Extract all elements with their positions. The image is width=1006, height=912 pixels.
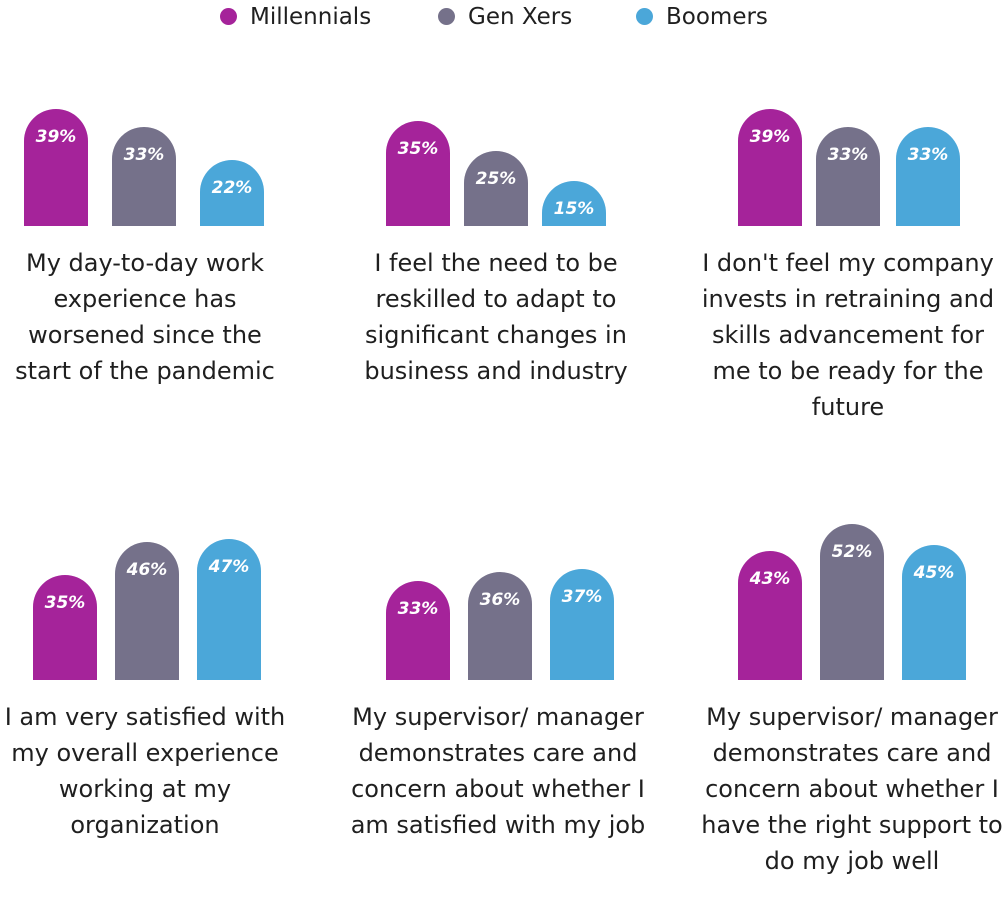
bar-millennials	[738, 551, 802, 680]
legend-swatch-millennials	[220, 8, 237, 25]
bar-value-label: 36%	[479, 590, 521, 610]
legend-label-boomers: Boomers	[666, 4, 768, 30]
bar-value-label: 37%	[561, 587, 603, 607]
bar-boomers	[200, 160, 264, 226]
chart-caption: My day-to-day work experience has worsen…	[15, 249, 275, 385]
chart-caption: I am very satisfied with my overall expe…	[4, 703, 286, 839]
chart-caption: My supervisor/ manager demonstrates care…	[350, 703, 646, 839]
bar-millennials	[386, 121, 450, 226]
bar-value-label: 43%	[749, 569, 791, 589]
bar-value-label: 35%	[44, 593, 86, 613]
bar-millennials	[386, 581, 450, 680]
chart-caption: I feel the need to be reskilled to adapt…	[364, 249, 628, 385]
bar-value-label: 15%	[553, 199, 595, 219]
bar-boomers	[902, 545, 966, 680]
bar-value-label: 33%	[123, 145, 165, 165]
bar-millennials	[33, 575, 97, 680]
bar-value-label: 33%	[827, 145, 869, 165]
legend-label-genx: Gen Xers	[468, 4, 573, 30]
bar-value-label: 45%	[913, 563, 955, 583]
legend-label-millennials: Millennials	[250, 4, 372, 30]
bar-genx	[112, 127, 176, 226]
bar-value-label: 33%	[397, 599, 439, 619]
bar-value-label: 47%	[208, 557, 250, 577]
bar-genx	[464, 151, 528, 226]
legend: Millennials Gen Xers Boomers	[0, 0, 1006, 34]
bar-value-label: 39%	[749, 127, 791, 147]
chart-caption: I don't feel my company invests in retra…	[701, 249, 995, 421]
bar-genx	[115, 542, 179, 680]
bar-value-label: 39%	[35, 127, 77, 147]
bar-boomers	[542, 181, 606, 226]
legend-swatch-boomers	[636, 8, 653, 25]
bar-value-label: 46%	[126, 560, 168, 580]
bar-value-label: 35%	[397, 139, 439, 159]
chart-caption: My supervisor/ manager demonstrates care…	[701, 703, 1003, 875]
bar-genx	[816, 127, 880, 226]
bar-boomers	[550, 569, 614, 680]
bar-millennials	[24, 109, 88, 226]
bar-value-label: 25%	[475, 169, 517, 189]
bar-value-label: 22%	[211, 178, 253, 198]
bar-millennials	[738, 109, 802, 226]
bar-boomers	[197, 539, 261, 680]
bar-genx	[820, 524, 884, 680]
bar-value-label: 33%	[907, 145, 949, 165]
bar-boomers	[896, 127, 960, 226]
legend-swatch-genx	[438, 8, 455, 25]
bar-value-label: 52%	[831, 542, 873, 562]
bar-genx	[468, 572, 532, 680]
